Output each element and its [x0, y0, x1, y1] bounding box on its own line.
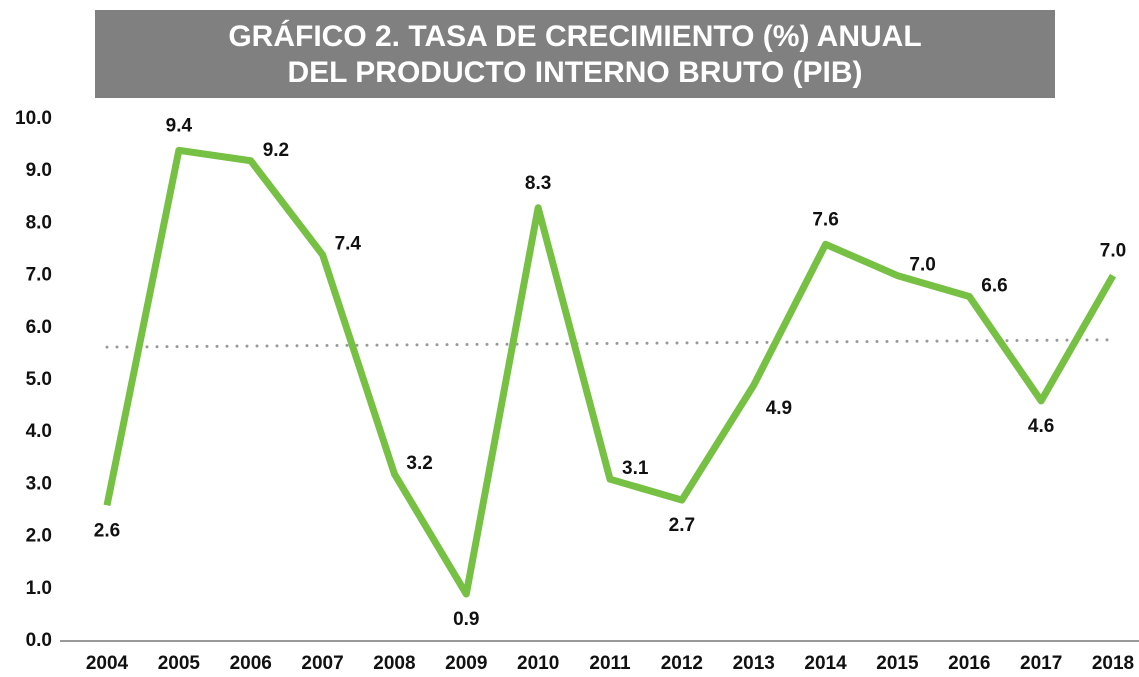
y-tick-label: 9.0 — [26, 160, 52, 181]
x-tick-label: 2009 — [445, 653, 487, 674]
x-tick-label: 2014 — [804, 653, 847, 674]
x-tick-label: 2016 — [948, 653, 990, 674]
x-tick-label: 2006 — [230, 653, 272, 674]
y-tick-label: 5.0 — [26, 369, 52, 390]
data-label: 7.0 — [1100, 241, 1126, 262]
data-label: 4.9 — [766, 398, 792, 419]
chart-title: GRÁFICO 2. TASA DE CRECIMIENTO (%) ANUAL — [228, 19, 921, 53]
y-tick-label: 8.0 — [26, 212, 52, 233]
x-tick-label: 2004 — [86, 653, 129, 674]
y-tick-label: 3.0 — [26, 473, 52, 494]
data-label: 9.2 — [263, 140, 289, 161]
data-line — [103, 146, 1117, 598]
x-tick-label: 2013 — [733, 653, 775, 674]
y-tick-label: 0.0 — [26, 630, 52, 651]
x-tick-label: 2007 — [301, 653, 343, 674]
data-label: 0.9 — [453, 609, 479, 630]
data-label: 7.0 — [909, 255, 935, 276]
data-label: 4.6 — [1028, 416, 1054, 437]
x-tick-label: 2018 — [1092, 653, 1134, 674]
y-tick-label: 10.0 — [15, 108, 52, 129]
data-label: 7.4 — [335, 234, 362, 255]
x-tick-label: 2017 — [1020, 653, 1062, 674]
x-tick-label: 2015 — [876, 653, 919, 674]
x-tick-label: 2005 — [158, 653, 201, 674]
data-label: 2.6 — [94, 520, 120, 541]
data-label: 8.3 — [525, 173, 551, 194]
x-tick-label: 2010 — [517, 653, 559, 674]
trend-line — [105, 338, 1115, 349]
data-label: 3.2 — [406, 453, 432, 474]
data-label: 2.7 — [669, 515, 695, 536]
x-tick-label: 2011 — [589, 653, 631, 674]
data-label: 9.4 — [166, 115, 193, 136]
data-label: 6.6 — [981, 275, 1007, 296]
y-tick-label: 2.0 — [26, 526, 52, 547]
y-tick-label: 7.0 — [26, 265, 52, 286]
chart-title: DEL PRODUCTO INTERNO BRUTO (PIB) — [287, 56, 862, 89]
x-tick-label: 2008 — [373, 653, 415, 674]
data-label: 7.6 — [812, 209, 838, 230]
y-tick-label: 1.0 — [26, 578, 52, 599]
title-box — [95, 10, 1055, 98]
y-tick-label: 6.0 — [26, 317, 52, 338]
y-tick-label: 4.0 — [26, 421, 52, 442]
x-tick-label: 2012 — [661, 653, 703, 674]
data-label: 3.1 — [622, 458, 649, 479]
